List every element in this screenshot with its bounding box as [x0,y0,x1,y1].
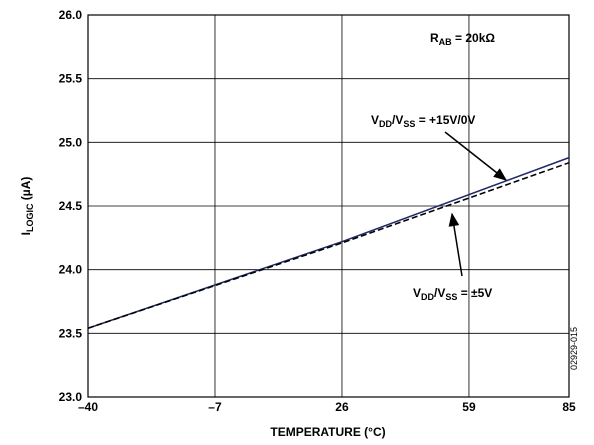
y-tick-label: 24.5 [59,199,83,213]
annotation: VDD/VSS = ±5V [413,286,492,302]
annotation: RAB = 20kΩ [430,31,495,47]
plot-frame [87,14,570,398]
y-tick-label: 24.0 [59,263,83,277]
subscript: DD [421,292,434,302]
subscript: SS [403,119,415,129]
line [87,161,570,329]
subscript: DD [379,119,392,129]
arrow [448,212,463,277]
figure-id: 02929-015 [569,327,579,370]
x-tick-label: –7 [208,400,222,414]
x-axis-label: TEMPERATURE (°C) [270,425,385,439]
text-part: = +15V/0V [415,113,475,127]
y-tick-label: 23.5 [59,326,83,340]
y-tick-label: 23.0 [59,390,83,404]
x-tick-label: 26 [335,400,349,414]
text-part: (µA) [19,177,33,204]
text-part: V [413,286,421,300]
x-tick-label: –40 [78,400,98,414]
subscript: SS [445,292,457,302]
x-tick-label: 59 [462,400,476,414]
text-part: /V [434,286,445,300]
annotation: VDD/VSS = +15V/0V [371,113,475,129]
arrow [444,131,508,181]
y-tick-label: 25.0 [59,135,83,149]
y-tick-label: 25.5 [59,72,83,86]
text-part: I [19,232,33,235]
line [87,156,570,329]
text-part: /V [392,113,403,127]
x-tick-label: 85 [562,400,576,414]
text-part: V [371,113,379,127]
subscript: LOGIC [25,203,35,232]
subscript: AB [439,37,452,47]
y-tick-label: 26.0 [59,8,83,22]
text-part: = 20kΩ [452,31,496,45]
text-part: R [430,31,439,45]
y-axis-label: ILOGIC (µA) [19,177,35,236]
text-part: = ±5V [457,286,492,300]
